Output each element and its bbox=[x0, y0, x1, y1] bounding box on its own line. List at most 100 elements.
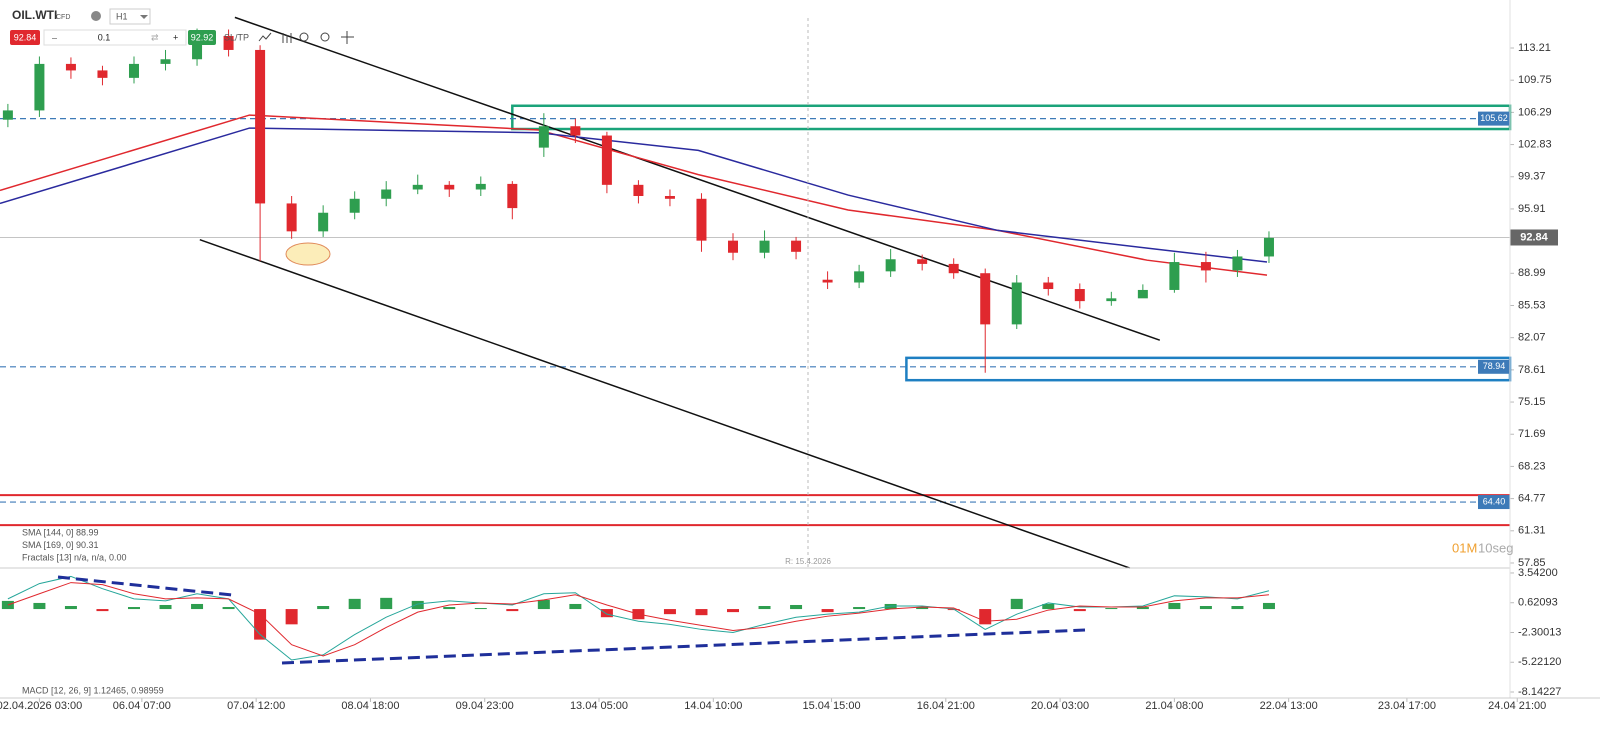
histogram-bar bbox=[884, 603, 897, 610]
histogram-bar bbox=[790, 604, 803, 610]
level-badge bbox=[1478, 495, 1510, 510]
volume-input[interactable] bbox=[43, 29, 187, 46]
histogram-bar bbox=[853, 607, 866, 610]
timeframe[interactable]: H1 bbox=[116, 11, 128, 21]
candle-body bbox=[664, 196, 675, 199]
candle-body bbox=[917, 259, 928, 264]
histogram-bar bbox=[916, 607, 929, 610]
candle-body bbox=[728, 240, 739, 253]
y-tick-label: 3.54200 bbox=[1518, 567, 1558, 579]
x-tick-label: 08.04 18:00 bbox=[341, 700, 399, 712]
sma-line bbox=[0, 114, 1268, 276]
chart-type-icon[interactable] bbox=[258, 32, 272, 42]
x-tick-label: 20.04 03:00 bbox=[1031, 700, 1089, 712]
y-tick-label: 68.23 bbox=[1518, 460, 1546, 472]
divergence-line bbox=[57, 575, 233, 597]
candle-body bbox=[1263, 237, 1274, 257]
histogram-bar bbox=[569, 603, 582, 610]
sell-button[interactable] bbox=[10, 30, 40, 45]
histogram-bar bbox=[380, 597, 393, 610]
zoom-in-icon[interactable] bbox=[320, 32, 330, 42]
highlight-ellipse bbox=[285, 242, 331, 266]
y-tick-label: 106.29 bbox=[1518, 106, 1552, 118]
y-tick-label: 109.75 bbox=[1518, 74, 1552, 86]
histogram-bar bbox=[1262, 602, 1275, 610]
histogram-bar bbox=[1199, 606, 1212, 610]
level-badge bbox=[1478, 359, 1510, 374]
x-tick-label: 14.04 10:00 bbox=[684, 700, 742, 712]
candle-body bbox=[318, 212, 329, 232]
info-icon[interactable] bbox=[91, 11, 101, 21]
candle-body bbox=[444, 184, 455, 190]
candle-body bbox=[381, 189, 392, 199]
buy-button[interactable] bbox=[188, 30, 216, 45]
y-tick-label: 61.31 bbox=[1518, 525, 1546, 537]
legend-entry: SMA [169, 0] 90.31 bbox=[22, 540, 99, 550]
candle-body bbox=[349, 198, 360, 213]
swap-icon[interactable]: ⇄ bbox=[151, 32, 159, 42]
histogram-bar bbox=[537, 599, 550, 610]
histogram-bar bbox=[979, 609, 992, 625]
x-tick-label: 09.04 23:00 bbox=[456, 700, 514, 712]
histogram-bar bbox=[663, 609, 676, 615]
y-tick-label: 71.69 bbox=[1518, 428, 1546, 440]
volume[interactable]: 0.1 bbox=[98, 32, 111, 42]
candles-icon[interactable] bbox=[282, 33, 292, 43]
y-tick-label: 57.85 bbox=[1518, 557, 1546, 569]
plus[interactable]: + bbox=[173, 32, 178, 42]
macd-legend: MACD [12, 26, 9] 1.12465, 0.98959 bbox=[22, 685, 164, 695]
histogram-bar bbox=[474, 608, 487, 610]
histogram-bar bbox=[285, 609, 298, 625]
minus[interactable]: – bbox=[52, 32, 57, 42]
histogram-bar bbox=[317, 606, 330, 610]
histogram-bar bbox=[758, 606, 771, 610]
candle-body bbox=[1137, 289, 1148, 299]
level-label: 105.62 bbox=[1480, 113, 1508, 123]
candle-body bbox=[97, 70, 108, 78]
candle-body bbox=[1169, 262, 1180, 290]
histogram-bar bbox=[1010, 598, 1023, 610]
x-tick-label: 23.04 17:00 bbox=[1378, 700, 1436, 712]
x-tick-label: 07.04 12:00 bbox=[227, 700, 285, 712]
y-tick-label: 102.83 bbox=[1518, 138, 1552, 150]
candle-body bbox=[255, 49, 266, 204]
zoom-out-icon[interactable] bbox=[299, 32, 309, 42]
histogram-bar bbox=[64, 606, 77, 610]
crosshair-label: R: 15.4.2026 bbox=[785, 557, 831, 566]
buy-price[interactable]: 92.92 bbox=[191, 32, 214, 42]
histogram-bar bbox=[127, 607, 140, 610]
histogram-bar bbox=[1168, 602, 1181, 610]
sell-price[interactable]: 92.84 bbox=[14, 32, 37, 42]
candle-body bbox=[128, 63, 139, 78]
x-tick-label: 22.04 13:00 bbox=[1260, 700, 1318, 712]
signal-line bbox=[7, 582, 1270, 657]
symbol[interactable]: OIL.WTI bbox=[12, 8, 57, 22]
histogram-bar bbox=[348, 598, 361, 610]
candle-body bbox=[34, 63, 45, 111]
move-icon[interactable] bbox=[341, 31, 354, 44]
macd-line bbox=[7, 575, 1270, 661]
level-badge bbox=[1478, 111, 1510, 126]
candle-body bbox=[412, 184, 423, 190]
x-tick-label: 15.04 15:00 bbox=[802, 700, 860, 712]
timeframe-select[interactable] bbox=[109, 8, 151, 25]
y-tick-label: 78.61 bbox=[1518, 364, 1546, 376]
candle-body bbox=[759, 240, 770, 253]
y-tick-label: 75.15 bbox=[1518, 396, 1546, 408]
histogram-bar bbox=[33, 602, 46, 610]
candle-body bbox=[948, 263, 959, 274]
histogram-bar bbox=[443, 607, 456, 610]
sltp-button[interactable]: SL/TP bbox=[224, 32, 249, 42]
instrument-type: CFD bbox=[56, 14, 70, 21]
y-tick-label: 64.77 bbox=[1518, 493, 1546, 505]
legend-entry: SMA [144, 0] 88.99 bbox=[22, 527, 99, 537]
y-tick-label: -5.22120 bbox=[1518, 656, 1561, 668]
candle-body bbox=[601, 135, 612, 185]
y-tick-label: 88.99 bbox=[1518, 267, 1546, 279]
histogram-bar bbox=[1231, 606, 1244, 610]
candle-body bbox=[1106, 298, 1117, 302]
candle-body bbox=[192, 36, 203, 60]
histogram-bar bbox=[821, 609, 834, 613]
